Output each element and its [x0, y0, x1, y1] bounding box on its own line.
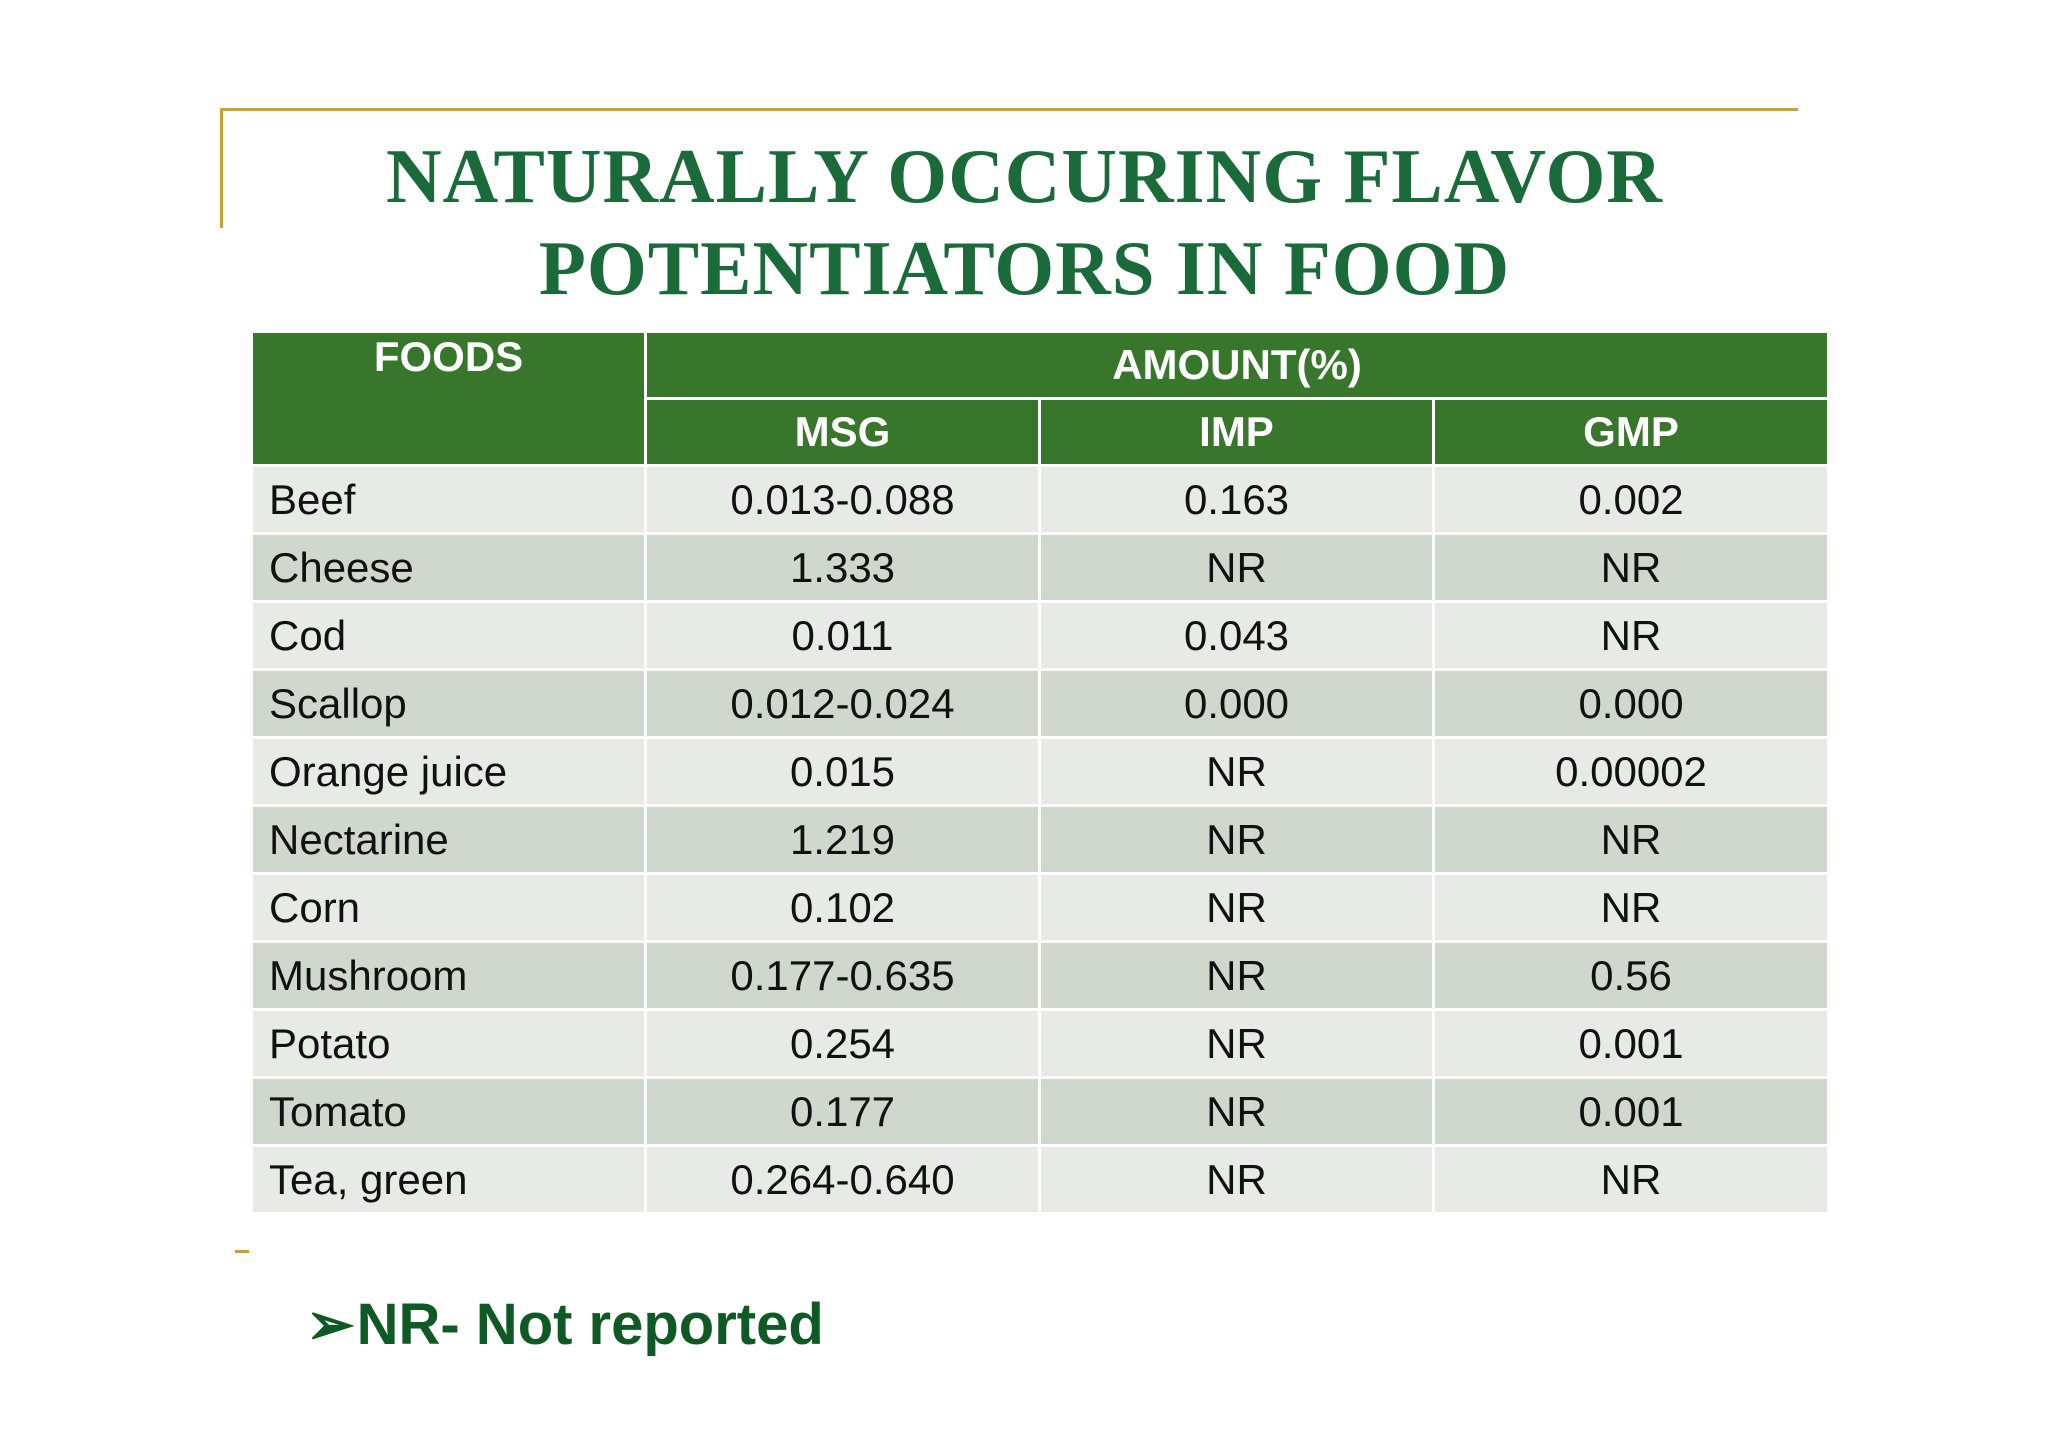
food-cell: Corn: [250, 872, 647, 943]
gmp-cell: 0.00002: [1431, 736, 1831, 807]
msg-cell: 0.013-0.088: [644, 464, 1041, 535]
table-row: Orange juice 0.015 NR 0.00002: [250, 736, 1831, 807]
table-row: Potato 0.254 NR 0.001: [250, 1008, 1831, 1079]
imp-cell: NR: [1038, 736, 1435, 807]
msg-cell: 0.012-0.024: [644, 668, 1041, 739]
gmp-cell: 0.001: [1431, 1008, 1831, 1079]
header-row: FOODS AMOUNT(%): [250, 330, 1831, 467]
gmp-cell: 0.000: [1431, 668, 1831, 739]
gmp-cell: NR: [1431, 872, 1831, 943]
arrow-bullet-icon: ➢: [306, 1292, 355, 1357]
food-cell: Potato: [250, 1008, 647, 1079]
table-row: Tea, green 0.264-0.640 NR NR: [250, 1144, 1831, 1215]
imp-cell: NR: [1038, 940, 1435, 1011]
imp-cell: NR: [1038, 532, 1435, 603]
food-cell: Orange juice: [250, 736, 647, 807]
msg-cell: 0.254: [644, 1008, 1041, 1079]
table-row: Nectarine 1.219 NR NR: [250, 804, 1831, 875]
gmp-cell: NR: [1431, 532, 1831, 603]
gmp-cell: 0.001: [1431, 1076, 1831, 1147]
header-gmp: GMP: [1431, 397, 1831, 467]
food-cell: Nectarine: [250, 804, 647, 875]
table-row: Tomato 0.177 NR 0.001: [250, 1076, 1831, 1147]
imp-cell: NR: [1038, 1144, 1435, 1215]
msg-cell: 1.333: [644, 532, 1041, 603]
title-line-1: NATURALLY OCCURING FLAVOR: [385, 133, 1663, 219]
gmp-cell: 0.56: [1431, 940, 1831, 1011]
food-cell: Mushroom: [250, 940, 647, 1011]
food-cell: Tomato: [250, 1076, 647, 1147]
header-msg: MSG: [644, 397, 1041, 467]
table-row: Beef 0.013-0.088 0.163 0.002: [250, 464, 1831, 535]
table-row: Mushroom 0.177-0.635 NR 0.56: [250, 940, 1831, 1011]
table-row: Scallop 0.012-0.024 0.000 0.000: [250, 668, 1831, 739]
decorative-tick: [235, 1250, 249, 1253]
imp-cell: NR: [1038, 804, 1435, 875]
msg-cell: 1.219: [644, 804, 1041, 875]
food-cell: Beef: [250, 464, 647, 535]
imp-cell: 0.163: [1038, 464, 1435, 535]
header-amount: AMOUNT(%): [643, 330, 1831, 400]
food-cell: Scallop: [250, 668, 647, 739]
msg-cell: 0.264-0.640: [644, 1144, 1041, 1215]
imp-cell: NR: [1038, 872, 1435, 943]
table-row: Corn 0.102 NR NR: [250, 872, 1831, 943]
footnote: ➢NR- Not reported: [306, 1290, 824, 1358]
gmp-cell: NR: [1431, 600, 1831, 671]
subheader-row: MSG IMP GMP: [252, 397, 1831, 467]
flavor-potentiators-table: FOODS AMOUNT(%) MSG IMP GMP Beef 0.013-0.…: [250, 330, 1831, 1215]
decorative-top-line: [220, 108, 1798, 111]
gmp-cell: 0.002: [1431, 464, 1831, 535]
slide-title: NATURALLY OCCURING FLAVOR POTENTIATORS I…: [252, 130, 1797, 314]
header-imp: IMP: [1038, 397, 1435, 467]
table-body: Beef 0.013-0.088 0.163 0.002 Cheese 1.333 NR NR…: [250, 464, 1831, 1215]
imp-cell: NR: [1038, 1076, 1435, 1147]
msg-cell: 0.011: [644, 600, 1041, 671]
msg-cell: 0.177-0.635: [644, 940, 1041, 1011]
food-cell: Cod: [250, 600, 647, 671]
food-cell: Cheese: [250, 532, 647, 603]
decorative-left-line: [220, 108, 223, 228]
table-row: Cheese 1.333 NR NR: [250, 532, 1831, 603]
msg-cell: 0.015: [644, 736, 1041, 807]
food-cell: Tea, green: [250, 1144, 647, 1215]
header-foods: FOODS: [250, 330, 647, 467]
footnote-text: NR- Not reported: [356, 1292, 824, 1357]
title-line-2: POTENTIATORS IN FOOD: [538, 225, 1511, 311]
table-row: Cod 0.011 0.043 NR: [250, 600, 1831, 671]
msg-cell: 0.177: [644, 1076, 1041, 1147]
gmp-cell: NR: [1431, 804, 1831, 875]
imp-cell: 0.000: [1038, 668, 1435, 739]
imp-cell: 0.043: [1038, 600, 1435, 671]
imp-cell: NR: [1038, 1008, 1435, 1079]
msg-cell: 0.102: [644, 872, 1041, 943]
gmp-cell: NR: [1431, 1144, 1831, 1215]
